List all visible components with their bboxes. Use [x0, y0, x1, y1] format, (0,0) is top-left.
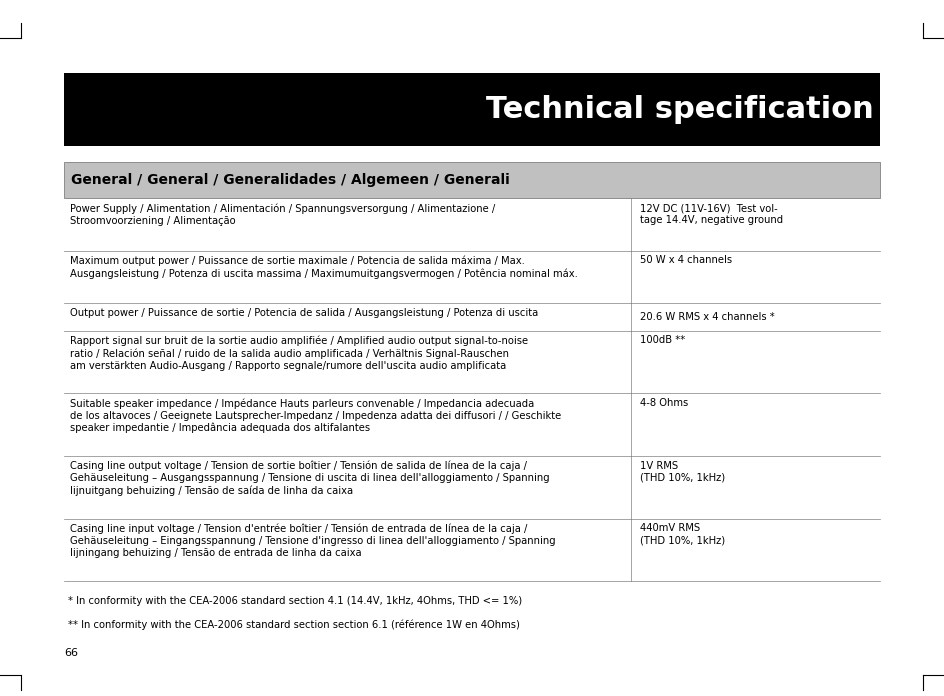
Text: Output power / Puissance de sortie / Potencia de salida / Ausgangsleistung / Pot: Output power / Puissance de sortie / Pot… [70, 308, 538, 317]
Text: 12V DC (11V-16V)  Test vol-
tage 14.4V, negative ground: 12V DC (11V-16V) Test vol- tage 14.4V, n… [640, 203, 784, 226]
Text: 440mV RMS
(THD 10%, 1kHz): 440mV RMS (THD 10%, 1kHz) [640, 523, 726, 546]
Bar [64, 162, 880, 198]
Text: Casing line output voltage / Tension de sortie boîtier / Tensión de salida de lí: Casing line output voltage / Tension de … [70, 461, 549, 496]
Text: Maximum output power / Puissance de sortie maximale / Potencia de salida máxima : Maximum output power / Puissance de sort… [70, 255, 578, 278]
Text: 66: 66 [64, 648, 78, 658]
Text: 4-8 Ohms: 4-8 Ohms [640, 398, 689, 408]
Text: 20.6 W RMS x 4 channels *: 20.6 W RMS x 4 channels * [640, 312, 775, 322]
Text: 100dB **: 100dB ** [640, 335, 685, 345]
Text: General / General / Generalidades / Algemeen / Generali: General / General / Generalidades / Alge… [71, 173, 510, 187]
Text: Technical specification: Technical specification [486, 95, 874, 124]
Text: Power Supply / Alimentation / Alimentación / Spannungsversorgung / Alimentazione: Power Supply / Alimentation / Alimentaci… [70, 203, 495, 226]
Text: 1V RMS
(THD 10%, 1kHz): 1V RMS (THD 10%, 1kHz) [640, 461, 726, 483]
Text: Casing line input voltage / Tension d'entrée boîtier / Tensión de entrada de lín: Casing line input voltage / Tension d'en… [70, 523, 555, 558]
Text: Suitable speaker impedance / Impédance Hauts parleurs convenable / Impedancia ad: Suitable speaker impedance / Impédance H… [70, 398, 561, 433]
Text: * In conformity with the CEA-2006 standard section 4.1 (14.4V, 1kHz, 4Ohms, THD : * In conformity with the CEA-2006 standa… [68, 596, 522, 606]
Text: ** In conformity with the CEA-2006 standard section section 6.1 (référence 1W en: ** In conformity with the CEA-2006 stand… [68, 619, 520, 630]
Text: Rapport signal sur bruit de la sortie audio amplifiée / Amplified audio output s: Rapport signal sur bruit de la sortie au… [70, 335, 528, 370]
Bar [64, 73, 880, 146]
Text: 50 W x 4 channels: 50 W x 4 channels [640, 255, 733, 265]
